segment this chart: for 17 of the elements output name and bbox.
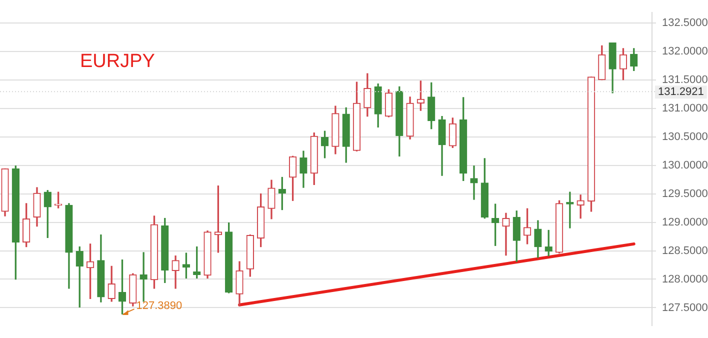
y-tick-label: 128.0000 [662, 273, 708, 286]
candlestick [502, 212, 510, 256]
annotation: 127.3890 [136, 300, 182, 312]
text: EURJPY [80, 51, 156, 72]
candlestick [470, 166, 478, 200]
y-tick-label: 132.5000 [662, 16, 708, 29]
y-tick-label: 129.0000 [662, 216, 708, 228]
candlestick [140, 252, 148, 302]
y-tick-label: 130.5000 [662, 130, 708, 143]
y-tick-label: 130.0000 [662, 159, 708, 172]
ref-line-label: 131.2921 [658, 86, 704, 98]
y-tick-label: 128.5000 [662, 244, 708, 257]
y-tick-label: 132.0000 [662, 45, 708, 58]
y-tick-label: 127.5000 [662, 302, 708, 314]
y-tick-label: 131.0000 [662, 102, 708, 114]
y-tick-label: 131.5000 [662, 74, 708, 86]
y-tick-label: 129.5000 [662, 188, 708, 200]
